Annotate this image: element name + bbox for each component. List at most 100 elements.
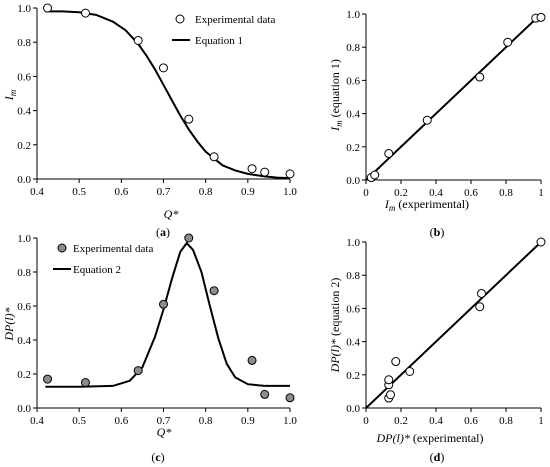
panel-b-y-axis-label: Im (equation 1) <box>328 59 344 132</box>
panel-d-series-line <box>365 241 542 409</box>
panel-d-data-point <box>475 302 485 312</box>
panel-a-data-point <box>247 164 257 174</box>
panel-b-y-tick-label: 0.0 <box>346 175 360 187</box>
panel-b-y-axis-label-rest: (equation 1) <box>328 59 342 120</box>
panel-a-data-point <box>285 169 295 179</box>
panel-c-y-tick-label: 0.2 <box>17 369 31 381</box>
panel-a-x-tick-label: 0.4 <box>30 186 44 198</box>
panel-a-series-line <box>45 10 291 180</box>
panel-c-x-tick-label: 0.4 <box>30 415 44 427</box>
panel-c-x-tick-label: 0.8 <box>199 415 213 427</box>
panel-d-caption-letter: d <box>434 450 441 464</box>
panel-c-y-tick-label: 0.8 <box>17 267 31 279</box>
panel-d-y-axis-label-rest: (equation 2) <box>328 278 342 339</box>
panel-b-data-point <box>384 148 394 158</box>
panel-b-caption-letter: b <box>434 225 441 239</box>
panel-d-caption-close: ) <box>440 450 444 464</box>
panel-c-x-tick-label: 0.9 <box>241 415 255 427</box>
panel-a-x-axis-label: Q* <box>164 207 179 221</box>
panel-d-data-point <box>477 288 486 298</box>
panel-a-plot: 0.4 0.5 0.6 0.7 0.8 0.9 1.0 0.0 0.2 0.4 0.6 0.8 1.0 <box>17 3 297 198</box>
panel-a-x-tick-label: 0.7 <box>157 186 171 198</box>
panel-b-caption-close: ) <box>440 225 444 239</box>
panel-d-caption-open: ( <box>430 450 434 464</box>
panel-c-legend: Experimental data Equation 2 <box>53 243 153 276</box>
panel-b-data-point <box>475 72 485 82</box>
panel-a-caption-letter: a <box>160 225 166 239</box>
panel-b-caption: (b) <box>430 225 445 239</box>
panel-d-y-tick-label: 1.0 <box>346 237 360 249</box>
panel-d-x-axis-label-main: DP(l)* <box>376 431 410 445</box>
panel-a-data-point <box>43 3 53 13</box>
panel-c-data-point <box>260 389 270 399</box>
panel-d-caption: (d) <box>430 450 445 464</box>
panel-a-caption: (a) <box>156 225 170 239</box>
panel-c-data-point <box>133 366 143 376</box>
panel-a-data-point <box>133 35 143 45</box>
panel-c-caption: (c) <box>151 450 164 464</box>
panel-a-legend-marker-experimental <box>175 14 185 24</box>
panel-c-caption-open: ( <box>151 450 155 464</box>
panel-c-plot: 0.4 0.5 0.6 0.7 0.8 0.9 1.0 0.0 0.2 0.4 0.6 0.8 1.0 <box>17 233 297 427</box>
panel-a-y-tick-label: 0.4 <box>17 106 31 118</box>
panel-d-x-tick-label: 0 <box>363 415 369 427</box>
panel-d-x-tick-label: 0.6 <box>464 415 478 427</box>
panel-a-y-axis-label-sub: m <box>8 89 18 96</box>
panel-b-x-axis-label-main: I <box>384 197 390 211</box>
panel-c-data-point <box>43 374 53 384</box>
panel-c-legend-label-experimental: Experimental data <box>73 243 153 255</box>
panel-d-x-axis-label-rest: (experimental) <box>410 431 484 445</box>
panel-c-x-tick-label: 0.7 <box>157 415 171 427</box>
panel-b-y-tick-label: 0.6 <box>346 75 360 87</box>
panel-b-y-tick-label: 0.4 <box>346 109 360 121</box>
panel-c-y-tick-label: 1.0 <box>17 233 31 245</box>
panel-a-legend-label-experimental: Experimental data <box>195 14 275 26</box>
panel-a-y-tick-label: 0.6 <box>17 71 31 83</box>
panel-d-y-tick-label: 0.8 <box>346 270 360 282</box>
panel-b-caption-open: ( <box>430 225 434 239</box>
panel-a-y-tick-label: 0.0 <box>17 174 31 186</box>
panel-a-caption-open: ( <box>156 225 160 239</box>
panel-c-series-line <box>45 241 290 388</box>
panel-d-y-axis-label-main: DP(l)* <box>328 339 342 373</box>
panel-d-y-tick-label: 0.4 <box>346 337 360 349</box>
panel-d-x-tick-label: 0.8 <box>499 415 513 427</box>
panel-c-caption-close: ) <box>161 450 165 464</box>
panel-b-plot: 0 0.2 0.4 0.6 0.8 1 0.0 0.2 0.4 0.6 0.8 1.0 <box>346 9 546 199</box>
panel-b-data-point <box>422 115 432 125</box>
panel-c-legend-marker-experimental <box>57 243 67 253</box>
panel-d-data-point <box>384 375 394 385</box>
panel-d: 0 0.2 0.4 0.6 0.8 1 0.0 0.2 0.4 0.6 0.8 1.0 DP(l)* … <box>328 237 546 464</box>
panel-b-x-tick-label: 0.6 <box>464 187 478 199</box>
panel-a-y-axis-label: Im <box>2 89 18 101</box>
panel-c-data-point <box>159 299 168 309</box>
panel-c-data-point <box>80 378 90 387</box>
panel-b-x-axis-label: Im (experimental) <box>384 197 469 213</box>
panel-a-data-point <box>80 8 90 18</box>
panel-b-data-point <box>503 37 513 47</box>
panel-d-x-tick-label: 0.4 <box>429 415 443 427</box>
panel-c-caption-letter: c <box>155 450 161 464</box>
panel-a-data-point <box>159 63 168 73</box>
panel-c-data-point <box>285 393 295 403</box>
panel-b-x-tick-label: 1 <box>538 187 544 199</box>
panel-b-x-axis-label-rest: (experimental) <box>395 197 469 211</box>
panel-c-data-point <box>209 286 219 296</box>
panel-d-data-point <box>536 237 546 247</box>
panel-a: 0.4 0.5 0.6 0.7 0.8 0.9 1.00.00.20.40.60.81.0 … <box>2 3 297 239</box>
panel-d-y-tick-label: 0.6 <box>346 303 360 315</box>
panel-c-y-tick-label: 0.0 <box>17 403 31 415</box>
panel-d-x-tick-label: 0.2 <box>394 415 408 427</box>
panel-c-data-point <box>247 355 257 365</box>
panel-b-x-tick-label: 0.2 <box>394 187 408 199</box>
panel-d-y-axis-label: DP(l)* (equation 2) <box>328 278 342 374</box>
panel-a-x-tick-label: 0.5 <box>72 186 86 198</box>
panel-b-data-point <box>536 12 546 22</box>
panel-c-y-tick-label: 0.6 <box>17 301 31 313</box>
panel-c-y-axis-label: DP(l)* <box>2 307 16 341</box>
panel-a-data-point <box>184 114 194 124</box>
panel-d-x-tick-label: 1 <box>538 415 544 427</box>
panel-c-x-tick-label: 0.6 <box>114 415 128 427</box>
panel-c-y-tick-label: 0.4 <box>17 335 31 347</box>
